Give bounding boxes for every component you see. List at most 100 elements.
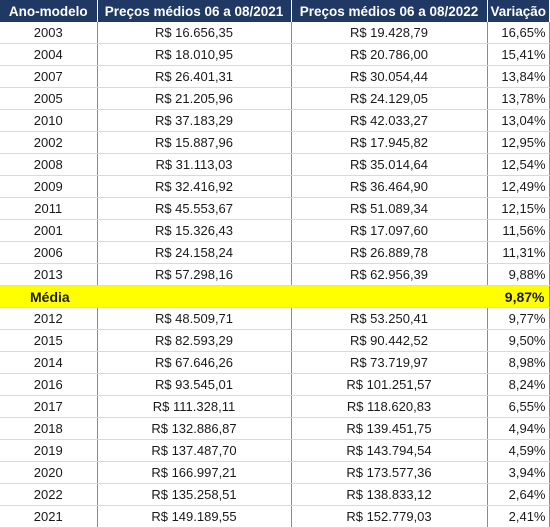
table-row: 2011 R$ 45.553,67 R$ 51.089,34 12,15% bbox=[0, 197, 550, 220]
cell-model-year: 2014 bbox=[0, 351, 98, 374]
cell-variation: 12,95% bbox=[487, 131, 550, 154]
cell-price-2022: R$ 53.250,41 bbox=[291, 307, 488, 330]
cell-variation: 12,15% bbox=[487, 197, 550, 220]
cell-price-2021: R$ 166.997,21 bbox=[97, 461, 292, 484]
table-body: 2003 R$ 16.656,35 R$ 19.428,79 16,65% 2004 R$… bbox=[0, 22, 550, 528]
table-row: 2001 R$ 15.326,43 R$ 17.097,60 11,56% bbox=[0, 219, 550, 242]
table-row: 2012 R$ 48.509,71 R$ 53.250,41 9,77% bbox=[0, 307, 550, 330]
average-value: 9,87% bbox=[487, 285, 550, 308]
cell-model-year: 2019 bbox=[0, 439, 98, 462]
cell-variation: 8,98% bbox=[487, 351, 550, 374]
cell-model-year: 2001 bbox=[0, 219, 98, 242]
header-prices-2021: Preços médios 06 a 08/2021 bbox=[97, 0, 292, 22]
cell-price-2022: R$ 35.014,64 bbox=[291, 153, 488, 176]
cell-price-2021: R$ 93.545,01 bbox=[97, 373, 292, 396]
table-row: 2020 R$ 166.997,21 R$ 173.577,36 3,94% bbox=[0, 461, 550, 484]
table-row: 2006 R$ 24.158,24 R$ 26.889,78 11,31% bbox=[0, 241, 550, 264]
cell-price-2021: R$ 82.593,29 bbox=[97, 329, 292, 352]
cell-price-2022: R$ 73.719,97 bbox=[291, 351, 488, 374]
average-row: Média 9,87% bbox=[0, 285, 550, 308]
cell-variation: 11,31% bbox=[487, 241, 550, 264]
table-row: 2009 R$ 32.416,92 R$ 36.464,90 12,49% bbox=[0, 175, 550, 198]
table-row: 2004 R$ 18.010,95 R$ 20.786,00 15,41% bbox=[0, 43, 550, 66]
cell-price-2021: R$ 67.646,26 bbox=[97, 351, 292, 374]
cell-price-2022: R$ 101.251,57 bbox=[291, 373, 488, 396]
cell-price-2021: R$ 16.656,35 bbox=[97, 22, 292, 44]
cell-variation: 2,64% bbox=[487, 483, 550, 506]
cell-price-2022: R$ 139.451,75 bbox=[291, 417, 488, 440]
cell-variation: 9,88% bbox=[487, 263, 550, 286]
cell-price-2021: R$ 31.113,03 bbox=[97, 153, 292, 176]
cell-price-2021: R$ 18.010,95 bbox=[97, 43, 292, 66]
cell-price-2021: R$ 135.258,51 bbox=[97, 483, 292, 506]
cell-price-2021: R$ 32.416,92 bbox=[97, 175, 292, 198]
cell-price-2022: R$ 152.779,03 bbox=[291, 505, 488, 528]
cell-price-2022: R$ 118.620,83 bbox=[291, 395, 488, 418]
header-row: Ano-modelo Preços médios 06 a 08/2021 Pr… bbox=[0, 0, 549, 22]
cell-model-year: 2017 bbox=[0, 395, 98, 418]
cell-model-year: 2011 bbox=[0, 197, 98, 220]
table-row: 2002 R$ 15.887,96 R$ 17.945,82 12,95% bbox=[0, 131, 550, 154]
cell-model-year: 2022 bbox=[0, 483, 98, 506]
cell-model-year: 2009 bbox=[0, 175, 98, 198]
cell-price-2021: R$ 57.298,16 bbox=[97, 263, 292, 286]
cell-price-2021: R$ 111.328,11 bbox=[97, 395, 292, 418]
cell-model-year: 2008 bbox=[0, 153, 98, 176]
cell-model-year: 2006 bbox=[0, 241, 98, 264]
cell-price-2022: R$ 30.054,44 bbox=[291, 65, 488, 88]
table-row: 2021 R$ 149.189,55 R$ 152.779,03 2,41% bbox=[0, 505, 550, 528]
table-row: 2008 R$ 31.113,03 R$ 35.014,64 12,54% bbox=[0, 153, 550, 176]
header-model-year: Ano-modelo bbox=[0, 0, 98, 22]
table-row: 2019 R$ 137.487,70 R$ 143.794,54 4,59% bbox=[0, 439, 550, 462]
average-empty-cell bbox=[291, 285, 487, 308]
cell-variation: 6,55% bbox=[487, 395, 550, 418]
cell-price-2021: R$ 24.158,24 bbox=[97, 241, 292, 264]
cell-model-year: 2004 bbox=[0, 43, 98, 66]
cell-model-year: 2021 bbox=[0, 505, 98, 528]
cell-price-2022: R$ 90.442,52 bbox=[291, 329, 488, 352]
cell-model-year: 2016 bbox=[0, 373, 98, 396]
table-row: 2007 R$ 26.401,31 R$ 30.054,44 13,84% bbox=[0, 65, 550, 88]
cell-price-2022: R$ 143.794,54 bbox=[291, 439, 488, 462]
cell-price-2021: R$ 37.183,29 bbox=[97, 109, 292, 132]
cell-price-2021: R$ 48.509,71 bbox=[97, 307, 292, 330]
cell-price-2021: R$ 149.189,55 bbox=[97, 505, 292, 528]
cell-price-2021: R$ 132.886,87 bbox=[97, 417, 292, 440]
cell-model-year: 2003 bbox=[0, 22, 98, 44]
cell-variation: 13,78% bbox=[487, 87, 550, 110]
cell-variation: 9,77% bbox=[487, 307, 550, 330]
cell-variation: 12,49% bbox=[487, 175, 550, 198]
cell-variation: 15,41% bbox=[487, 43, 550, 66]
cell-model-year: 2007 bbox=[0, 65, 98, 88]
cell-price-2022: R$ 138.833,12 bbox=[291, 483, 488, 506]
cell-variation: 12,54% bbox=[487, 153, 550, 176]
cell-price-2021: R$ 137.487,70 bbox=[97, 439, 292, 462]
cell-variation: 9,50% bbox=[487, 329, 550, 352]
cell-variation: 16,65% bbox=[487, 22, 550, 44]
average-empty-cell bbox=[97, 285, 291, 308]
header-prices-2022: Preços médios 06 a 08/2022 bbox=[291, 0, 488, 22]
table-header: Ano-modelo Preços médios 06 a 08/2021 Pr… bbox=[0, 0, 549, 22]
cell-price-2021: R$ 15.887,96 bbox=[97, 131, 292, 154]
header-variation: Variação bbox=[487, 0, 549, 22]
cell-price-2022: R$ 20.786,00 bbox=[291, 43, 488, 66]
table-row: 2015 R$ 82.593,29 R$ 90.442,52 9,50% bbox=[0, 329, 550, 352]
cell-variation: 11,56% bbox=[487, 219, 550, 242]
cell-price-2022: R$ 42.033,27 bbox=[291, 109, 488, 132]
cell-model-year: 2015 bbox=[0, 329, 98, 352]
cell-price-2021: R$ 15.326,43 bbox=[97, 219, 292, 242]
cell-price-2021: R$ 26.401,31 bbox=[97, 65, 292, 88]
cell-price-2022: R$ 62.956,39 bbox=[291, 263, 488, 286]
table-row: 2022 R$ 135.258,51 R$ 138.833,12 2,64% bbox=[0, 483, 550, 506]
table-row: 2014 R$ 67.646,26 R$ 73.719,97 8,98% bbox=[0, 351, 550, 374]
cell-price-2022: R$ 19.428,79 bbox=[291, 22, 488, 44]
cell-model-year: 2002 bbox=[0, 131, 98, 154]
cell-variation: 8,24% bbox=[487, 373, 550, 396]
cell-model-year: 2020 bbox=[0, 461, 98, 484]
cell-variation: 13,04% bbox=[487, 109, 550, 132]
cell-price-2022: R$ 36.464,90 bbox=[291, 175, 488, 198]
cell-price-2022: R$ 17.945,82 bbox=[291, 131, 488, 154]
cell-model-year: 2018 bbox=[0, 417, 98, 440]
cell-price-2021: R$ 21.205,96 bbox=[97, 87, 292, 110]
